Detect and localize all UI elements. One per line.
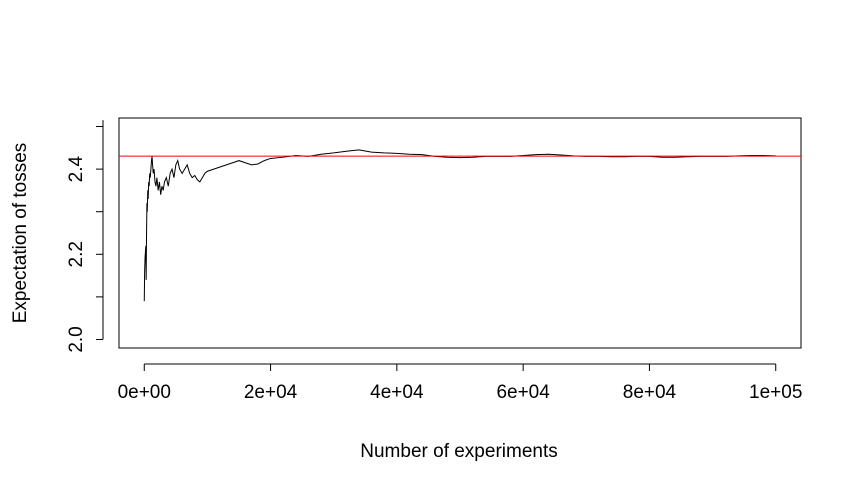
y-tick-label: 2.0 [66, 326, 87, 352]
series-line [143, 149, 776, 302]
plot-box [118, 117, 802, 349]
y-axis-label: Expectation of tosses [10, 143, 31, 324]
plot-area [119, 149, 801, 302]
x-tick-label: 0e+00 [118, 382, 171, 403]
x-tick-label: 8e+04 [623, 382, 677, 403]
x-tick-label: 6e+04 [496, 382, 550, 403]
x-tick-label: 1e+05 [749, 382, 802, 403]
y-tick-label: 2.2 [66, 241, 87, 267]
x-tick-label: 2e+04 [244, 382, 298, 403]
x-tick-label: 4e+04 [370, 382, 424, 403]
y-tick-label: 2.4 [66, 155, 87, 182]
x-axis: 0e+00 2e+04 4e+04 6e+04 8e+04 1e+05 [118, 363, 802, 403]
y-axis: 2.0 2.2 2.4 [66, 120, 104, 353]
x-axis-label: Number of experiments [360, 441, 557, 462]
